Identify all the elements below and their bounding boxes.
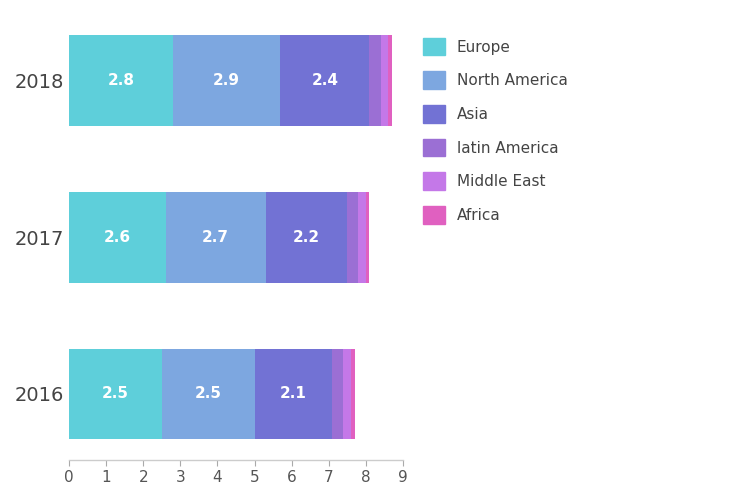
Legend: Europe, North America, Asia, latin America, Middle East, Africa: Europe, North America, Asia, latin Ameri… — [417, 32, 574, 230]
Bar — [162, 348, 255, 440]
Bar — [69, 192, 165, 282]
Bar — [173, 35, 280, 126]
Bar — [165, 192, 266, 282]
Bar — [255, 348, 332, 440]
Bar — [69, 348, 162, 440]
Bar — [332, 348, 344, 440]
Bar — [370, 35, 381, 126]
Bar — [280, 35, 370, 126]
Bar — [344, 348, 351, 440]
Text: 2.8: 2.8 — [108, 73, 134, 88]
Bar — [381, 35, 388, 126]
Text: 2.5: 2.5 — [102, 386, 129, 402]
Bar — [351, 348, 355, 440]
Bar — [366, 192, 370, 282]
Text: 2.2: 2.2 — [293, 230, 320, 245]
Bar — [388, 35, 392, 126]
Bar — [266, 192, 347, 282]
Bar — [358, 192, 366, 282]
Bar — [69, 35, 173, 126]
Bar — [347, 192, 358, 282]
Text: 2.5: 2.5 — [194, 386, 222, 402]
Text: 2.4: 2.4 — [312, 73, 338, 88]
Text: 2.9: 2.9 — [213, 73, 240, 88]
Text: 2.6: 2.6 — [104, 230, 131, 245]
Text: 2.1: 2.1 — [280, 386, 307, 402]
Text: 2.7: 2.7 — [202, 230, 229, 245]
